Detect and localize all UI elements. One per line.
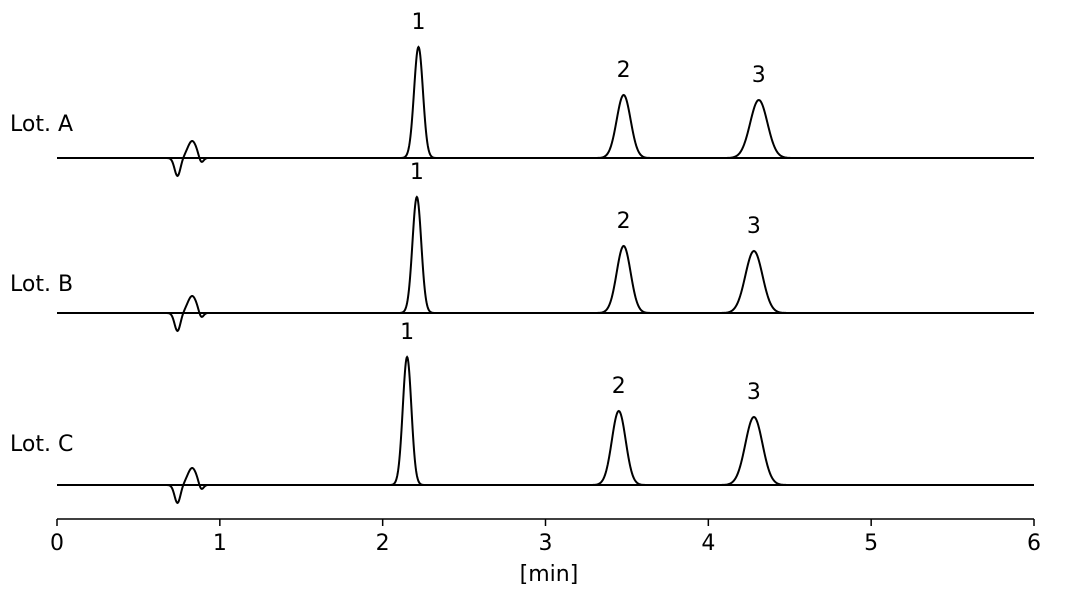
peak-label: 2 <box>617 58 631 83</box>
peak <box>390 195 444 314</box>
peak <box>702 249 806 314</box>
peak-label: 1 <box>410 160 424 185</box>
x-tick-label: 5 <box>864 531 878 556</box>
peak-label: 3 <box>747 380 761 405</box>
trace-label: Lot. C <box>10 432 73 457</box>
x-axis-label: [min] <box>520 562 579 587</box>
solvent-disturbance <box>154 140 220 178</box>
x-tick-label: 0 <box>50 531 64 556</box>
x-tick-label: 4 <box>701 531 715 556</box>
x-tick-label: 3 <box>539 531 553 556</box>
x-tick-label: 2 <box>376 531 390 556</box>
x-tick-label: 6 <box>1027 531 1041 556</box>
peak <box>577 409 661 486</box>
peak <box>581 93 666 159</box>
peak-label: 2 <box>617 209 631 234</box>
trace-label: Lot. A <box>10 112 73 137</box>
peak <box>702 415 806 486</box>
trace-label: Lot. B <box>10 272 73 297</box>
peak-label: 2 <box>612 374 626 399</box>
peak-label: 3 <box>747 214 761 239</box>
peak <box>581 244 666 314</box>
solvent-disturbance <box>154 467 220 505</box>
peak <box>381 355 433 486</box>
peak-label: 3 <box>752 63 766 88</box>
peak-label: 1 <box>400 320 414 345</box>
x-tick-label: 1 <box>213 531 227 556</box>
peak-label: 1 <box>411 10 425 35</box>
solvent-disturbance <box>154 295 220 333</box>
peak <box>707 98 811 159</box>
peak <box>391 45 446 159</box>
